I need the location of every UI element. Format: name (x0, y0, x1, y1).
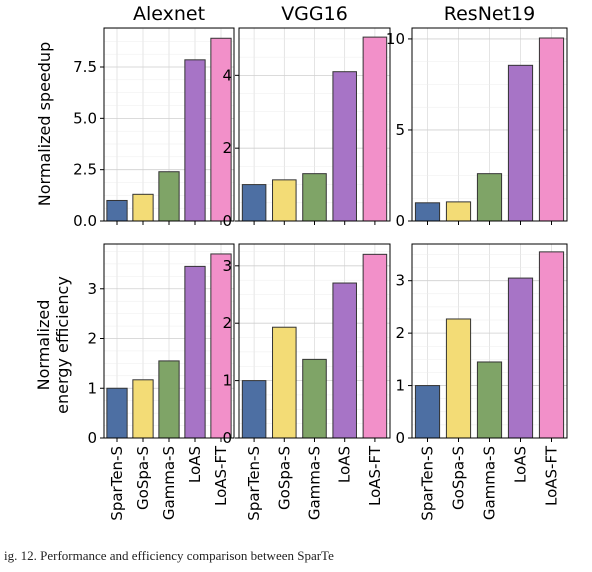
bar-gospa-s (445, 318, 472, 439)
y-tick-label: 3 (87, 280, 97, 298)
bar-gamma-s (476, 173, 503, 222)
chart-panel-6: 0 1 2 3 SparTen-S GoSpa-S Gamma-S LoAS LoAS-FT (395, 243, 568, 521)
y-axis-label-speedup: Normalized speedup (35, 42, 54, 206)
bar-gospa-s (132, 193, 154, 222)
y-tick-label: 0 (87, 429, 97, 447)
bar-loas (184, 59, 206, 222)
y-tick-label: 2 (395, 324, 405, 342)
bar-gamma-s (476, 361, 503, 439)
bar-gospa-s (272, 326, 297, 439)
y-tick-label: 2 (222, 139, 232, 157)
bar-loas-ft (362, 36, 388, 222)
x-tick-label-gospa-s: GoSpa-S (134, 446, 152, 510)
bar-loas (332, 282, 357, 439)
y-axis-label-energy: Normalizedenergy efficiency (34, 276, 72, 414)
bar-loas (184, 265, 206, 439)
x-tick-label-gospa-s: GoSpa-S (450, 446, 468, 510)
bar-loas-ft (538, 251, 565, 439)
bar-gospa-s (272, 179, 297, 222)
chart-panel-4: 0 1 2 3 SparTen-S GoSpa-S Gamma-S LoAS LoAS-FT (87, 243, 235, 521)
y-tick-label: 4 (222, 66, 232, 84)
bar-loas (507, 64, 534, 222)
chart-title: Alexnet (133, 3, 205, 25)
bar-gospa-s (132, 379, 154, 439)
chart-panel-2: 0 2 4 VGG16 (222, 3, 391, 230)
figure: 0.02.55.07.5Alexnet024VGG160510ResNet190… (34, 3, 568, 521)
bar-sparten-s (414, 385, 441, 439)
bar-gamma-s (302, 358, 327, 439)
x-tick-label-sparten-s: SparTen-S (419, 446, 437, 521)
x-tick-label-loas-ft: LoAS-FT (366, 445, 384, 506)
x-tick-label-gamma-s: Gamma-S (160, 446, 178, 520)
bar-gamma-s (158, 171, 180, 222)
bar-sparten-s (414, 202, 441, 222)
chart-panel-5: 0 1 2 3 SparTen-S GoSpa-S Gamma-S LoAS LoAS-FT (222, 243, 391, 521)
y-tick-label: 1 (87, 379, 97, 397)
bar-gamma-s (158, 360, 180, 439)
chart-title: VGG16 (281, 3, 348, 25)
bar-loas-ft (210, 253, 232, 439)
bar-loas-ft (538, 37, 565, 222)
chart-title: ResNet19 (444, 3, 535, 25)
bar-loas (332, 71, 357, 222)
bar-sparten-s (241, 184, 267, 222)
y-tick-label: 2 (222, 314, 232, 332)
y-tick-label: 0 (395, 212, 405, 230)
y-tick-label: 1 (222, 372, 232, 390)
y-tick-label: 2 (87, 330, 97, 348)
x-tick-label-gospa-s: GoSpa-S (275, 446, 293, 510)
figure-caption: ig. 12. Performance and efficiency compa… (4, 548, 334, 563)
y-tick-label: 0 (222, 429, 232, 447)
x-tick-label-loas: LoAS (336, 446, 354, 483)
y-tick-label: 5.0 (73, 109, 97, 127)
y-tick-label: 3 (222, 257, 232, 275)
y-tick-label: 1 (395, 377, 405, 395)
x-tick-label-loas-ft: LoAS-FT (543, 445, 561, 506)
y-tick-label: 2.5 (73, 161, 97, 179)
bar-gospa-s (445, 201, 472, 222)
bar-gamma-s (302, 173, 327, 222)
bar-sparten-s (106, 387, 128, 439)
x-tick-label-sparten-s: SparTen-S (108, 446, 126, 521)
x-tick-label-sparten-s: SparTen-S (245, 446, 263, 521)
bar-loas-ft (362, 253, 388, 439)
x-tick-label-loas: LoAS (186, 446, 204, 483)
chart-panel-1: 0.0 2.5 5.0 7.5 Alexnet (73, 3, 235, 230)
bar-loas (507, 277, 534, 439)
y-tick-label: 0.0 (73, 212, 97, 230)
y-tick-label: 0 (395, 429, 405, 447)
y-axis-label-line: energy efficiency (53, 276, 72, 414)
x-tick-label-loas: LoAS (512, 446, 530, 483)
bar-sparten-s (106, 199, 128, 222)
y-tick-label: 10 (386, 30, 405, 48)
y-tick-label: 3 (395, 272, 405, 290)
y-tick-label: 0 (222, 212, 232, 230)
x-tick-label-gamma-s: Gamma-S (306, 446, 324, 520)
x-tick-label-loas-ft: LoAS-FT (212, 445, 230, 506)
y-tick-label: 7.5 (73, 58, 97, 76)
y-tick-label: 5 (395, 121, 405, 139)
y-axis-label-line: Normalized (34, 300, 53, 391)
bar-sparten-s (241, 380, 267, 439)
x-tick-label-gamma-s: Gamma-S (481, 446, 499, 520)
chart-panel-3: 0 5 10 ResNet19 (386, 3, 568, 230)
